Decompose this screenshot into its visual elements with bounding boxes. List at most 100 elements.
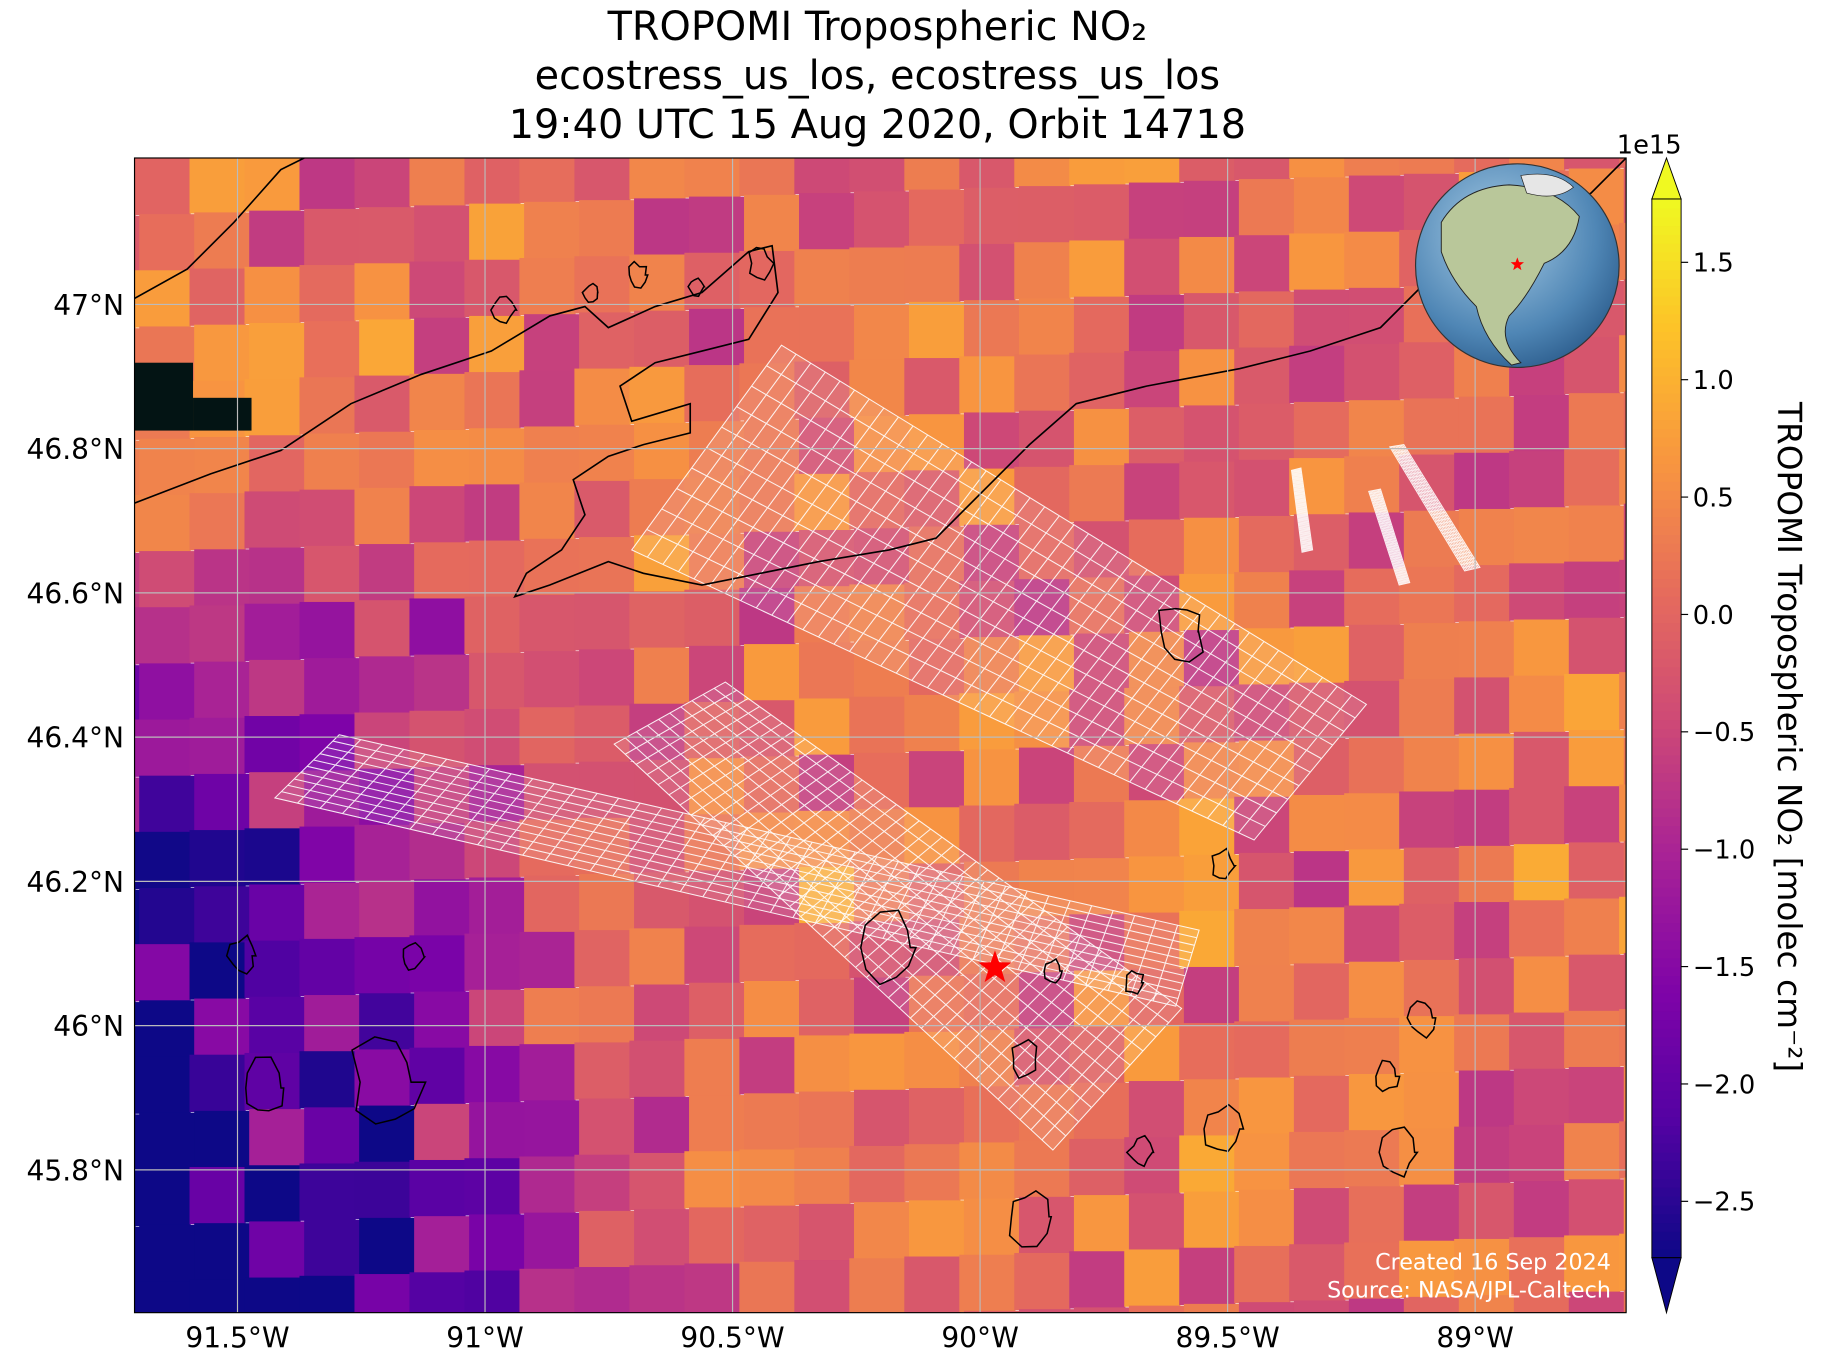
tile [134,944,191,1002]
colorbar-segment [1651,1001,1682,1012]
tile [1509,157,1566,172]
tile [464,1045,521,1104]
colorbar-segment [1651,957,1682,968]
tile [1344,793,1401,851]
lake-outline [687,277,706,298]
tile [634,647,691,705]
tile [1128,1081,1186,1139]
tile [134,496,136,554]
tile [524,314,581,372]
tile [464,372,521,430]
footprint-grid [287,784,1181,992]
tile [1674,1120,1730,1177]
tile [574,930,631,988]
tile [350,95,406,152]
x-tick-label: 91.5°W [185,1322,289,1355]
tile [359,993,416,1051]
tile [304,321,361,379]
footprint-grid [636,731,1079,1123]
footprint-grid [661,508,1277,814]
footprint-grid [1375,489,1406,584]
tile [1183,517,1241,576]
colorbar-tick-label: 1.0 [1693,366,1734,396]
tile [1623,279,1627,337]
colorbar-extend [1651,1257,1682,1315]
tile [689,421,746,479]
tile [1564,1123,1621,1181]
tile [1238,1189,1296,1248]
tile [1509,563,1566,621]
colorbar-segment [1651,1160,1682,1171]
tile [409,710,466,769]
tile [1403,623,1460,681]
tile [1394,61,1450,118]
tile [1619,222,1627,281]
tile [1679,165,1735,222]
tile [959,356,1016,414]
tile [1179,236,1236,295]
footprint-grid [702,694,1157,1038]
lake-outline [1406,1000,1437,1039]
tile [1399,1128,1456,1186]
tile [1179,573,1236,632]
tile [963,637,1021,695]
tile [249,1221,306,1279]
tile [469,1214,526,1272]
tile [1293,401,1351,460]
footprint-grid [680,706,1131,1066]
tile [744,1093,801,1151]
tile [794,1035,851,1093]
colorbar-tick-label: −1.5 [1693,953,1755,983]
tile [359,1105,416,1163]
colorbar-segment [1651,260,1682,271]
tile [1289,1131,1346,1190]
tile [134,215,141,274]
colorbar-segment [1651,357,1682,368]
tile [185,100,241,157]
colorbar-segment [1651,560,1682,571]
tile [1069,352,1126,411]
tile [1619,672,1627,730]
tile [194,549,251,607]
tile [244,716,301,774]
tile [464,933,521,991]
tile [1128,1305,1186,1313]
tile [1619,447,1627,505]
tile [849,359,906,418]
tile [1289,233,1346,291]
tile [194,212,251,270]
tile [904,694,961,753]
tile [1128,856,1186,914]
tile [1348,624,1406,683]
tile [1285,65,1341,122]
tile [1073,408,1131,467]
colorbar-segment [1651,887,1682,897]
tile [244,379,301,437]
tile [1403,1296,1460,1313]
tile [1234,235,1291,293]
colorbar-segment [1651,543,1682,553]
colorbar-segment [1651,410,1682,421]
tile [963,1086,1021,1144]
tile [1289,157,1346,179]
tile [959,693,1016,751]
colorbar-segment [1651,472,1682,482]
colorbar-tick-label: −1.0 [1693,836,1755,866]
colorbar-segment [1651,931,1682,941]
globe-star [1510,257,1524,271]
colorbar-segment [1651,648,1682,659]
tile [629,816,686,874]
lake-outline [1043,957,1064,984]
tile [359,319,416,377]
tile [134,719,191,777]
footprint-grid [1369,491,1401,585]
footprint-grid [1396,445,1473,570]
tile [354,1049,411,1107]
tile [524,651,581,709]
tile [134,831,191,890]
tile [409,373,466,432]
tile [139,1000,196,1058]
colorbar-segment [1651,878,1682,888]
tile [134,777,141,835]
tile [579,761,636,819]
